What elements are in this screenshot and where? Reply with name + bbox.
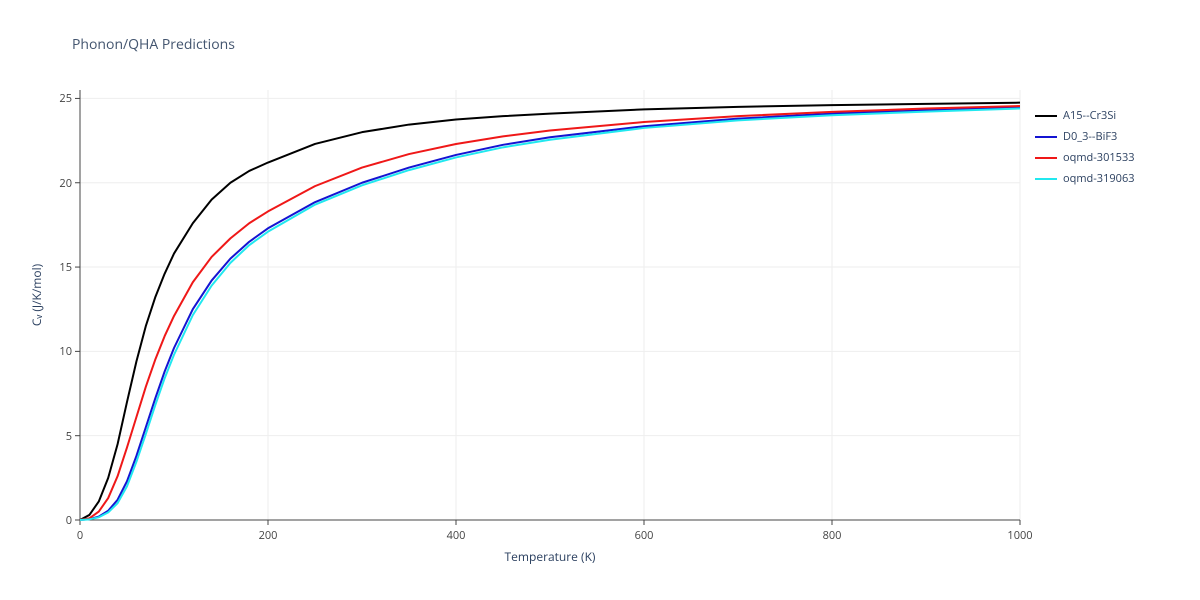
- legend-swatch: [1035, 157, 1057, 159]
- x-tick-label: 600: [629, 528, 659, 543]
- line-chart: [0, 0, 1200, 600]
- series-line: [80, 106, 1020, 520]
- series-line: [80, 103, 1020, 520]
- series-line: [80, 108, 1020, 520]
- legend: A15--Cr3Si D0_3--BiF3 oqmd-301533 oqmd-3190…: [1035, 108, 1135, 192]
- y-tick-label: 15: [42, 260, 72, 275]
- x-tick-label: 1000: [1005, 528, 1035, 543]
- series-line: [80, 109, 1020, 520]
- legend-label: A15--Cr3Si: [1063, 108, 1116, 123]
- y-tick-label: 0: [42, 513, 72, 528]
- legend-swatch: [1035, 136, 1057, 138]
- x-axis-label: Temperature (K): [490, 548, 610, 565]
- legend-item[interactable]: oqmd-319063: [1035, 171, 1135, 186]
- y-tick-label: 25: [42, 91, 72, 106]
- axis-lines: [80, 90, 1020, 520]
- legend-swatch: [1035, 178, 1057, 180]
- legend-label: D0_3--BiF3: [1063, 129, 1117, 144]
- y-tick-label: 20: [42, 176, 72, 191]
- y-tick-label: 5: [42, 429, 72, 444]
- y-tick-label: 10: [42, 344, 72, 359]
- legend-swatch: [1035, 115, 1057, 117]
- x-tick-label: 200: [253, 528, 283, 543]
- chart-container: Phonon/QHA Predictions Temperature (K) C…: [0, 0, 1200, 600]
- legend-item[interactable]: oqmd-301533: [1035, 150, 1135, 165]
- x-tick-label: 800: [817, 528, 847, 543]
- legend-label: oqmd-301533: [1063, 150, 1135, 165]
- legend-item[interactable]: D0_3--BiF3: [1035, 129, 1135, 144]
- legend-item[interactable]: A15--Cr3Si: [1035, 108, 1135, 123]
- x-tick-label: 0: [65, 528, 95, 543]
- x-tick-label: 400: [441, 528, 471, 543]
- legend-label: oqmd-319063: [1063, 171, 1135, 186]
